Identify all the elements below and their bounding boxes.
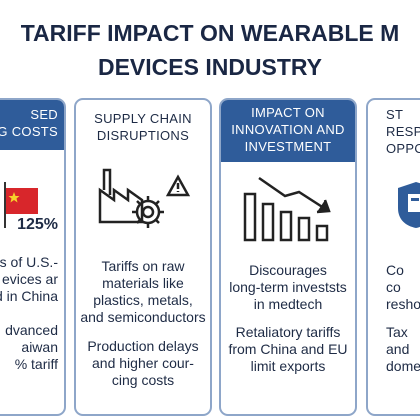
body-line: Production delays xyxy=(87,338,199,354)
card-header-band xyxy=(0,100,64,150)
body-line: Tariffs on raw xyxy=(101,258,185,274)
card-header-line: INNOVATION AND xyxy=(231,122,345,137)
body-line: limit exports xyxy=(250,358,326,374)
body-line: Tax xyxy=(386,324,408,340)
card-header-line: INVESTMENT xyxy=(244,139,332,154)
body-line: and higher cour- xyxy=(92,355,194,371)
body-line: long-term investsts xyxy=(229,279,347,295)
card: ST RESP OPPO Cocoreshoring Taxanddomes xyxy=(366,98,420,416)
supply-icon xyxy=(98,168,191,228)
card-header-line: OPPO xyxy=(386,141,420,156)
body-line: d in China xyxy=(0,288,58,304)
card-header-line: ST xyxy=(386,107,404,122)
body-line: and xyxy=(386,341,410,357)
body-line: Retaliatory tariffs xyxy=(235,324,341,340)
card-header-line: RESP xyxy=(386,124,420,139)
card-header-line: SUPPLY CHAIN xyxy=(94,111,192,126)
body-line: materials like xyxy=(102,275,184,291)
flag-icon xyxy=(4,182,38,228)
title-line: TARIFF IMPACT ON WEARABLE M xyxy=(20,20,400,46)
title-line: DEVICES INDUSTRY xyxy=(97,54,323,80)
card: SED NG COSTS 125% s of U.S.-evices ard in C… xyxy=(0,98,66,416)
card-header-band xyxy=(221,100,355,162)
body-line: plastics, metals, xyxy=(93,292,193,308)
body-line: Discourages xyxy=(249,262,327,278)
body-line: from China and EU xyxy=(228,341,348,357)
body-line: in medtech xyxy=(253,296,323,312)
card: SUPPLY CHAIN DISRUPTIONS Tariffs on raw mat… xyxy=(74,98,212,416)
badge: 125% xyxy=(17,216,58,233)
body-line: evices ar xyxy=(1,271,58,287)
card: IMPACT ON INNOVATION AND INVESTMENT Discour… xyxy=(219,98,357,416)
body-line: dvanced xyxy=(5,322,58,338)
body-line: and semiconductors xyxy=(80,309,206,325)
shield-icon xyxy=(398,182,420,228)
body-line: % tariff xyxy=(14,356,58,372)
card-header-line: IMPACT ON xyxy=(251,105,325,120)
body-line: co xyxy=(386,279,401,295)
body-line: aiwan xyxy=(21,339,58,355)
card-header-line: SED xyxy=(30,107,58,122)
card-header-line: DISRUPTIONS xyxy=(96,128,190,143)
decline-chart-icon xyxy=(243,176,331,242)
card-header-line: NG COSTS xyxy=(0,124,58,139)
body-line: s of U.S.- xyxy=(0,254,58,270)
body-line: reshoring xyxy=(386,296,420,312)
body-line: cing costs xyxy=(111,372,175,388)
body-line: Co xyxy=(386,262,404,278)
body-line: domes xyxy=(386,358,420,374)
